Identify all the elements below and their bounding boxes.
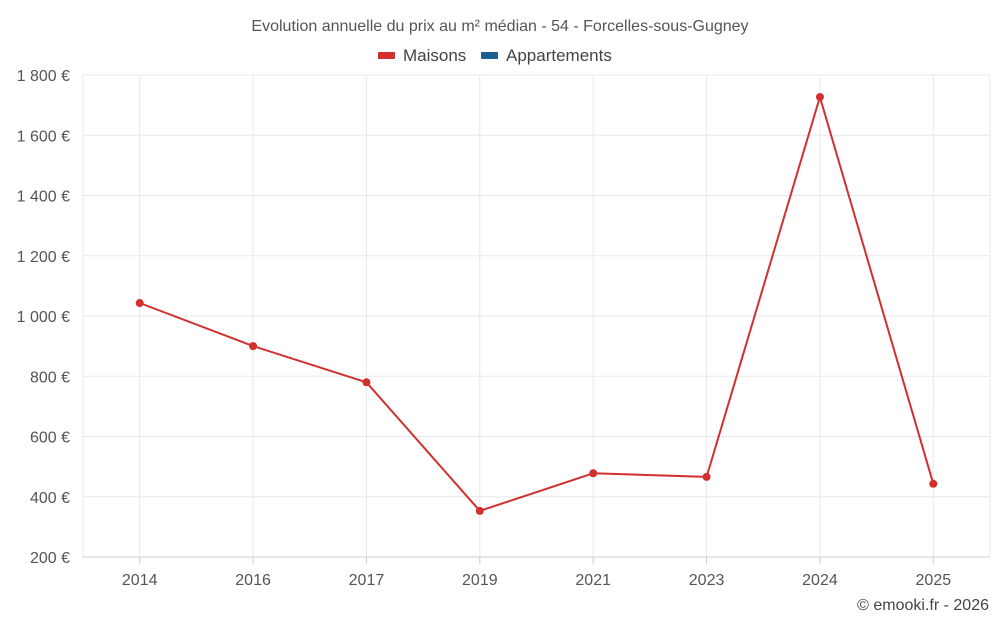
- series-maisons: [135, 92, 938, 515]
- x-tick-label: 2025: [916, 572, 952, 589]
- legend-swatch-maisons: [378, 52, 395, 59]
- x-tick-label: 2023: [689, 572, 725, 589]
- x-tick-label: 2017: [349, 572, 385, 589]
- chart-title: Evolution annuelle du prix au m² médian …: [251, 18, 748, 35]
- credit: © emooki.fr - 2026: [857, 597, 989, 614]
- data-point[interactable]: [249, 342, 258, 351]
- y-gridlines: [83, 74, 990, 558]
- data-point[interactable]: [702, 472, 711, 481]
- y-tick-label: 1 200 €: [17, 249, 70, 266]
- y-tick-label: 1 600 €: [17, 128, 70, 145]
- y-tick-label: 200 €: [30, 550, 70, 567]
- data-point[interactable]: [135, 299, 144, 308]
- x-tick-label: 2021: [575, 572, 611, 589]
- y-axis-ticks: 200 € 400 € 600 € 800 € 1 000 € 1 200 € 1 400 …: [17, 68, 70, 567]
- y-tick-label: 800 €: [30, 369, 70, 386]
- series-line-maisons: [139, 96, 935, 512]
- y-tick-label: 1 000 €: [17, 309, 70, 326]
- legend-label-appartements: Appartements: [506, 46, 612, 65]
- data-point[interactable]: [815, 92, 824, 101]
- x-tick-label: 2024: [802, 572, 838, 589]
- data-point[interactable]: [929, 479, 938, 488]
- x-tick-label: 2014: [122, 572, 158, 589]
- y-tick-label: 1 800 €: [17, 68, 70, 85]
- legend-label-maisons: Maisons: [403, 46, 466, 65]
- x-tick-label: 2016: [235, 572, 271, 589]
- legend-item-maisons[interactable]: Maisons: [378, 46, 466, 65]
- legend-item-appartements[interactable]: Appartements: [481, 46, 612, 65]
- x-tick-label: 2019: [462, 572, 498, 589]
- data-point[interactable]: [589, 469, 598, 478]
- y-tick-label: 1 400 €: [17, 189, 70, 206]
- data-point[interactable]: [362, 378, 371, 387]
- y-tick-label: 600 €: [30, 430, 70, 447]
- y-tick-label: 400 €: [30, 490, 70, 507]
- legend: Maisons Appartements: [378, 46, 612, 65]
- data-point[interactable]: [475, 506, 484, 515]
- x-axis-ticks: 2014 2016 2017 2019 2021 2023 2024 2025: [122, 557, 951, 589]
- legend-swatch-appartements: [481, 52, 498, 59]
